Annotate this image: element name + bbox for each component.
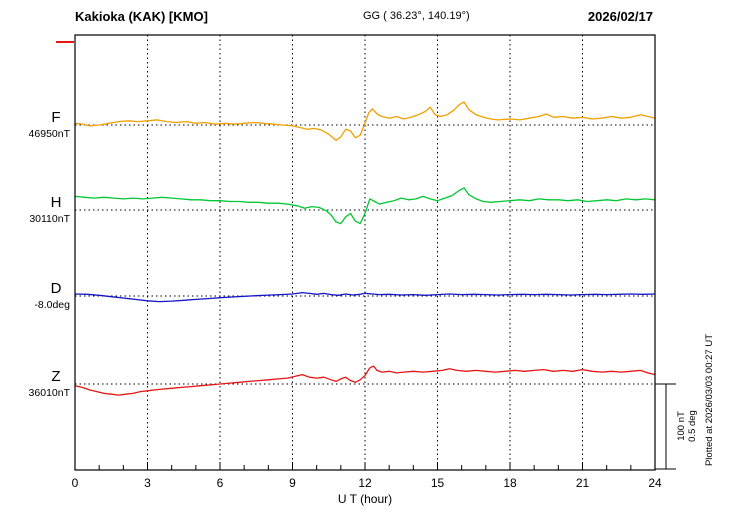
trace-H <box>74 187 656 225</box>
x-tick-label: 18 <box>503 476 517 490</box>
component-label-F: F <box>51 109 60 126</box>
component-baseline-H: 30110nT <box>29 213 70 225</box>
x-tick-label: 15 <box>431 476 445 490</box>
x-tick-label: 0 <box>72 476 79 490</box>
plotted-at-note: Plotted at 2026/03/03 00:27 UT <box>704 334 715 466</box>
station-title: Kakioka (KAK) [KMO] <box>75 9 208 24</box>
component-label-H: H <box>51 194 62 211</box>
vertical-gridlines <box>147 35 583 470</box>
x-tick-label: 3 <box>144 476 151 490</box>
traces <box>74 101 656 396</box>
trace-D <box>74 291 656 303</box>
component-baseline-Z: 36010nT <box>29 387 71 399</box>
scale-label-nt: 100 nT <box>676 411 687 441</box>
x-tick-label: 21 <box>576 476 590 490</box>
component-label-D: D <box>51 280 62 297</box>
date-label: 2026/02/17 <box>588 9 653 24</box>
component-baseline-F: 46950nT <box>29 128 71 140</box>
component-label-Z: Z <box>51 368 60 385</box>
x-tick-label: 6 <box>217 476 224 490</box>
component-baseline-D: -8.0deg <box>34 299 70 311</box>
geo-coordinates: GG ( 36.23°, 140.19°) <box>363 10 470 22</box>
x-tick-label: 24 <box>648 476 662 490</box>
plot-border <box>74 34 656 471</box>
x-tick-label: 12 <box>358 476 372 490</box>
x-tick-label: 9 <box>289 476 296 490</box>
hour-ticks <box>74 462 656 470</box>
scale-label-deg: 0.5 deg <box>687 410 698 442</box>
x-axis-title: U T (hour) <box>338 492 392 506</box>
component-baselines <box>75 124 655 385</box>
x-tick-labels: 0 3 6 9 12 15 18 21 24 <box>72 476 662 490</box>
trace-F <box>74 101 656 141</box>
trace-Z <box>74 365 656 396</box>
